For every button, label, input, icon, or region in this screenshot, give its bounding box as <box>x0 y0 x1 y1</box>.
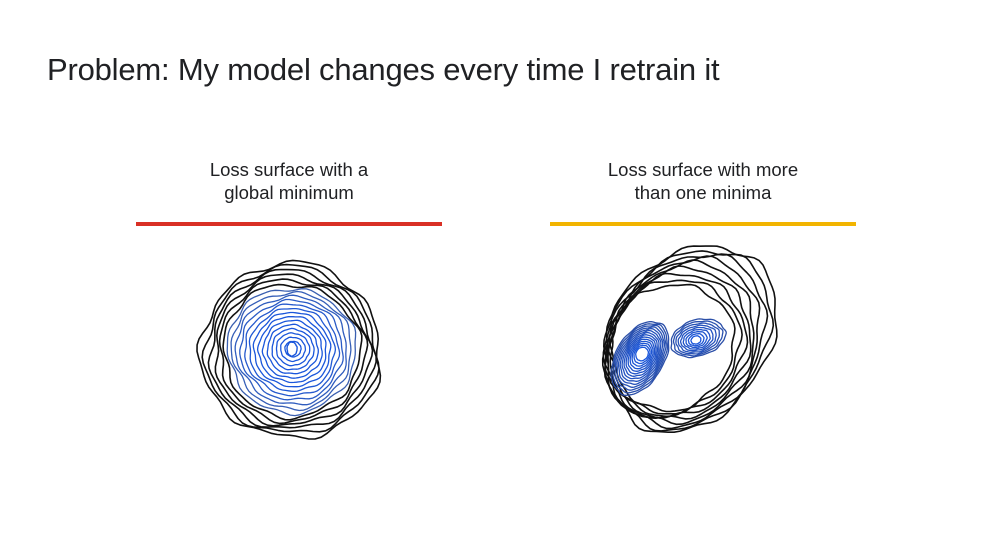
left-caption-line1: Loss surface with a <box>136 158 442 181</box>
left-caption-line2: global minimum <box>136 181 442 204</box>
slide-title: Problem: My model changes every time I r… <box>47 52 719 88</box>
contour-ring <box>272 328 314 369</box>
single-minimum-contour-plot <box>195 255 390 450</box>
contour-ring <box>197 260 380 439</box>
contour-ring <box>281 337 306 361</box>
left-panel-caption: Loss surface with a global minimum <box>136 158 442 204</box>
contour-ring <box>240 300 343 400</box>
right-caption-line1: Loss surface with more <box>550 158 856 181</box>
contour-ring <box>636 347 649 361</box>
right-caption-line2: than one minima <box>550 181 856 204</box>
minimum-marker <box>287 342 297 356</box>
right-accent-bar <box>550 222 856 226</box>
left-accent-bar <box>136 222 442 226</box>
multiple-minima-contour-plot <box>590 238 795 448</box>
contour-ring <box>253 313 330 387</box>
contour-ring <box>267 324 318 373</box>
right-panel-caption: Loss surface with more than one minima <box>550 158 856 204</box>
contour-ring <box>691 336 701 344</box>
